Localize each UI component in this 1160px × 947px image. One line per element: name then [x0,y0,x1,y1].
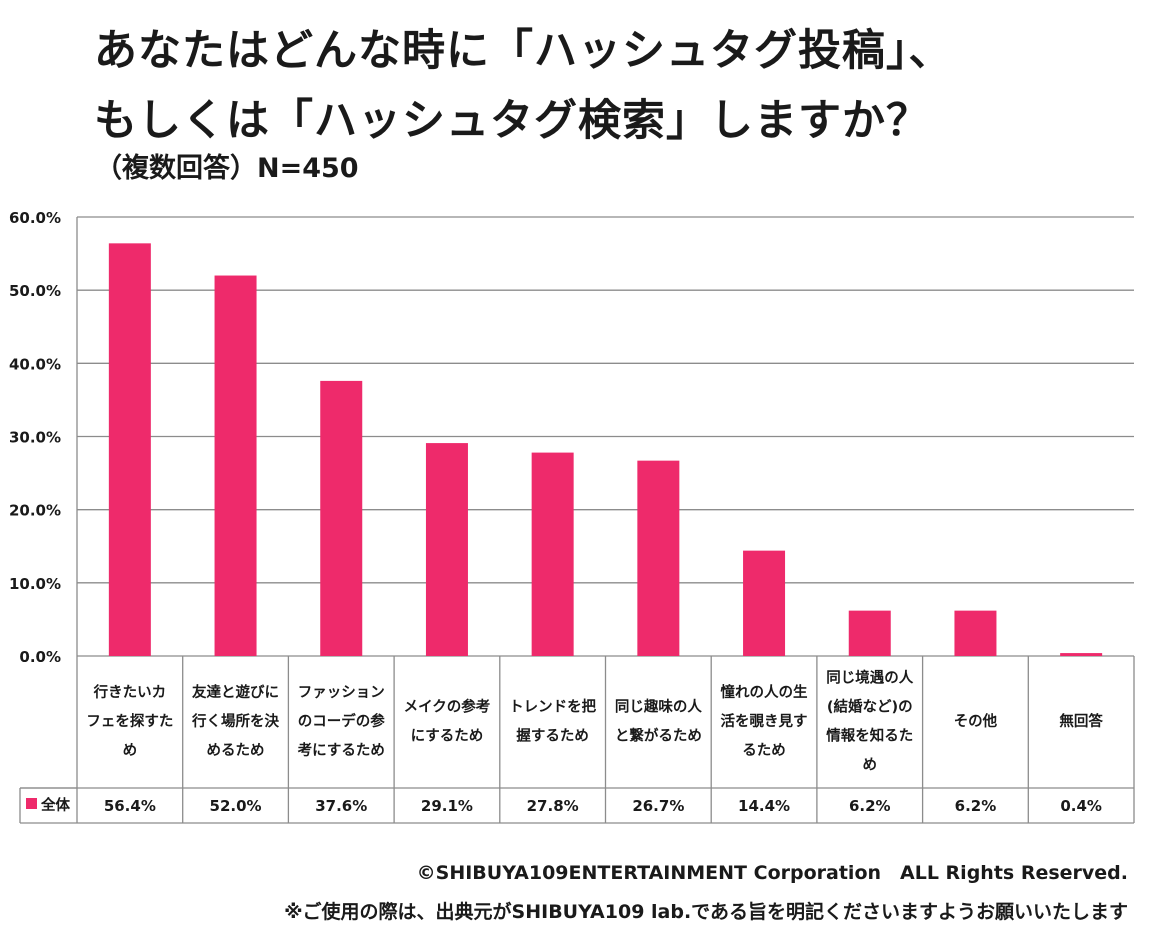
x-category-label: メイクの参考にするため [404,698,491,745]
chart-subtitle: （複数回答）N=450 [95,153,359,184]
bar [425,443,468,656]
bar-chart: 0.0% 10.0% 20.0% 30.0% 40.0% 50.0% 60.0% 行きたいカフ… [9,209,1135,824]
bar [1060,653,1103,656]
legend-swatch [26,798,37,809]
x-category-label: 同じ趣味の人と繋がるため [615,698,702,745]
footer-note: ※ご使用の際は、出典元がSHIBUYA109 lab.である旨を明記くださいます… [284,901,1128,923]
chart-title-line2: もしくは「ハッシュタグ検索」しますか？ [94,96,930,146]
y-tick-label: 20.0% [9,502,61,520]
data-value-label: 52.0% [210,797,262,815]
x-category-label: その他 [954,712,998,730]
y-tick-label: 10.0% [9,575,61,593]
data-value-label: 37.6% [315,797,367,815]
data-value-label: 56.4% [104,797,156,815]
x-category-label: 無回答 [1059,712,1103,730]
data-value-label: 6.2% [849,797,891,815]
x-category-label: トレンドを把握するため [509,698,596,745]
bar [108,243,151,656]
data-value-label: 27.8% [527,797,579,815]
bar [954,610,997,656]
x-category-label: 憧れの人の生活を覗き見するため [721,683,808,759]
y-tick-label: 50.0% [9,282,61,300]
y-tick-label: 40.0% [9,355,61,373]
x-category-label: 友達と遊びに行く場所を決めるため [191,683,279,759]
chart-title-line1: あなたはどんな時に「ハッシュタグ投稿」、 [94,26,953,76]
x-category-label: 行きたいカフェを探すため [86,683,173,759]
bar [531,452,574,656]
data-value-label: 29.1% [421,797,473,815]
footer-copyright: ©SHIBUYA109ENTERTAINMENT Corporation ALL… [416,862,1128,884]
bar [214,275,257,656]
y-tick-label: 30.0% [9,429,61,447]
y-tick-label: 0.0% [19,648,61,666]
data-value-label: 6.2% [955,797,997,815]
x-category-label: 同じ境遇の人(結婚など)の情報を知るため [826,669,913,774]
bar [320,380,363,656]
data-value-label: 0.4% [1060,797,1102,815]
bar [743,550,786,656]
x-category-label: ファッションのコーデの参考にするため [298,685,386,759]
legend-label: 全体 [40,796,70,814]
bar [637,460,680,656]
data-value-label: 14.4% [738,797,790,815]
data-value-label: 26.7% [632,797,684,815]
y-tick-label: 60.0% [9,209,61,227]
bar [848,610,891,656]
